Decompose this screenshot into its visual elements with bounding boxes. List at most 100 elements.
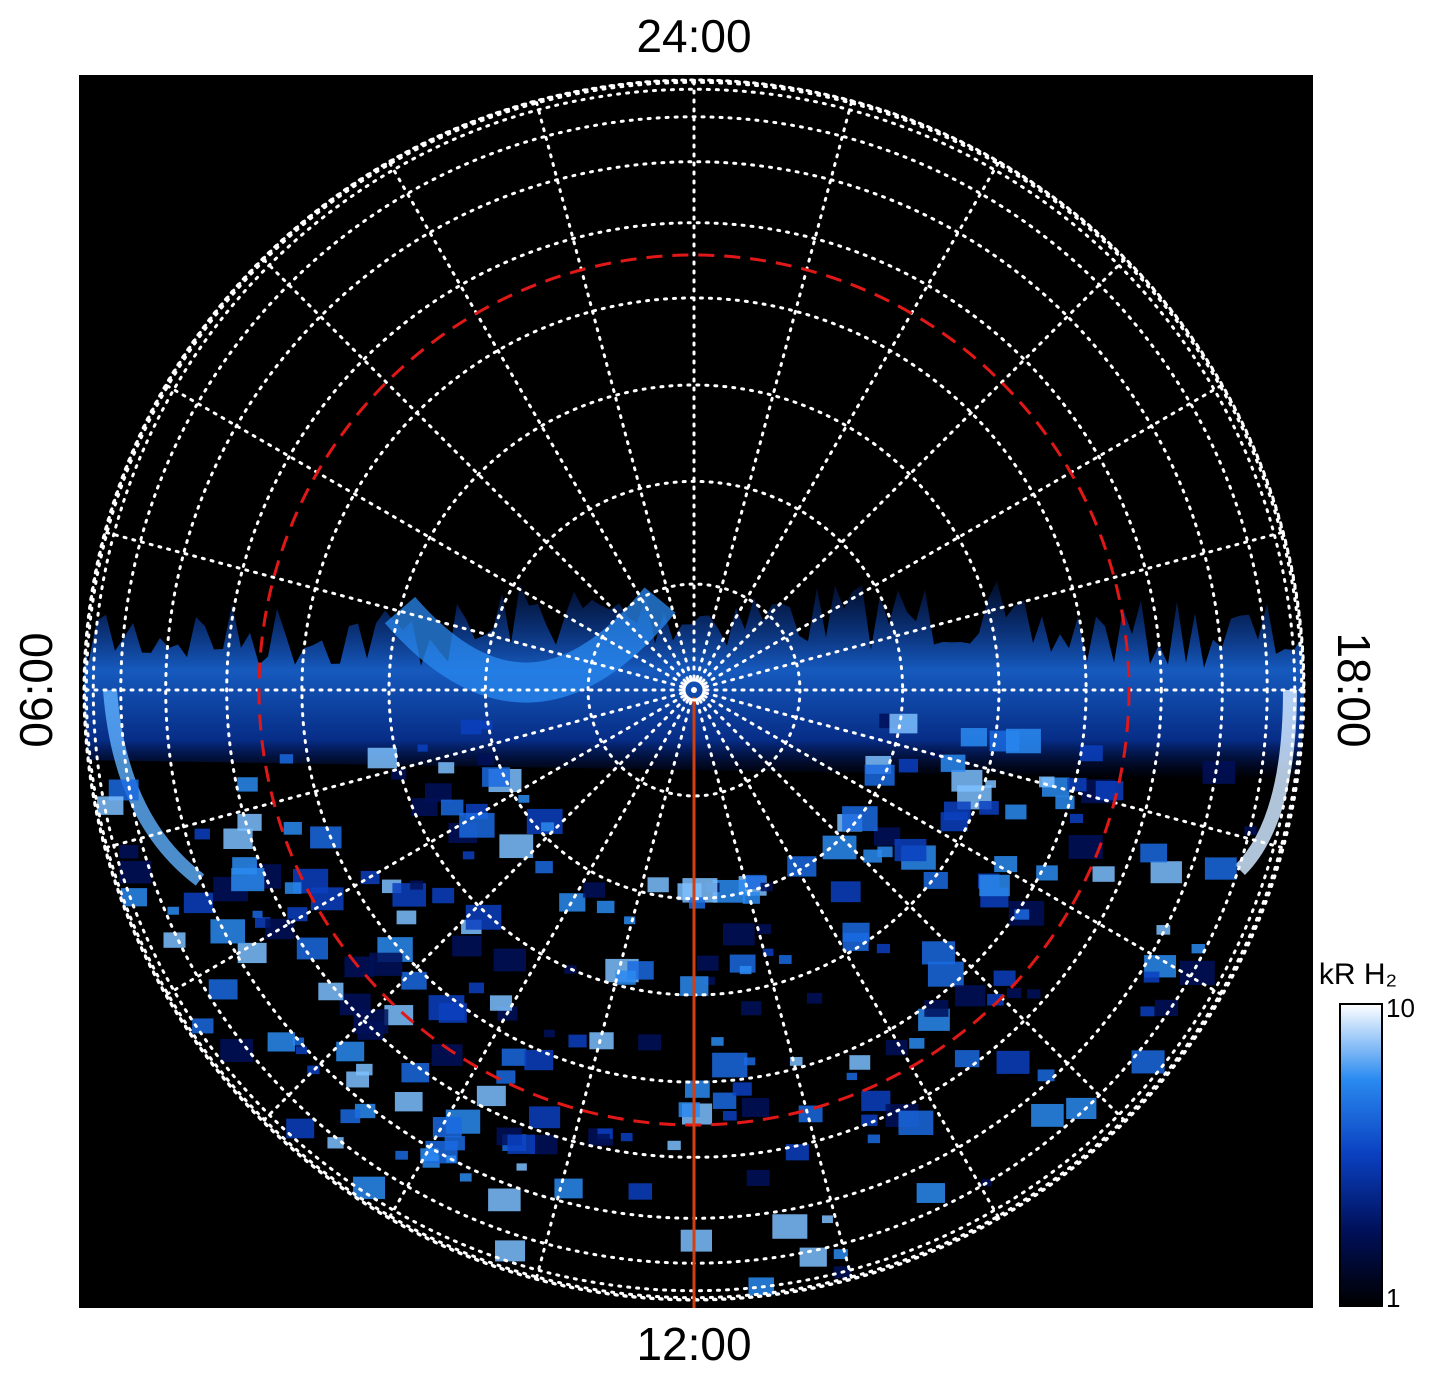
emission-patch xyxy=(438,762,455,774)
emission-patch xyxy=(688,897,706,909)
meridian-line xyxy=(261,696,688,1123)
emission-patch xyxy=(960,728,987,747)
pole-dot xyxy=(691,687,697,693)
emission-patch xyxy=(529,1134,558,1155)
emission-patch xyxy=(909,1038,925,1049)
emission-patch xyxy=(979,801,999,815)
emission-patch xyxy=(1031,1103,1064,1127)
emission-patch xyxy=(1068,835,1103,859)
meridian-line xyxy=(695,700,854,1281)
emission-patch xyxy=(739,965,752,975)
emission-patch xyxy=(987,993,1004,1006)
emission-patch xyxy=(894,838,927,862)
emission-patch xyxy=(680,1229,713,1252)
emission-patch xyxy=(1080,745,1103,762)
emission-patch xyxy=(842,932,869,951)
emission-patch xyxy=(346,1071,370,1088)
emission-patch xyxy=(96,796,124,815)
emission-patch xyxy=(923,871,948,889)
emission-patch xyxy=(541,822,555,832)
emission-patch xyxy=(119,860,152,884)
emission-patch xyxy=(1092,866,1115,882)
local-time-label: 06:00 xyxy=(10,632,62,747)
emission-patch xyxy=(1039,776,1055,788)
emission-patch xyxy=(583,882,605,898)
emission-patch xyxy=(391,769,407,780)
meridian-line xyxy=(534,99,693,680)
emission-patch xyxy=(210,919,246,944)
emission-patch xyxy=(336,1041,365,1062)
meridian-line xyxy=(704,530,1285,689)
emission-patch xyxy=(1005,728,1041,754)
emission-patch xyxy=(369,952,403,976)
emission-patch xyxy=(1202,761,1236,784)
emission-patch xyxy=(861,1114,878,1127)
meridian-line xyxy=(698,698,1001,1220)
emission-patch xyxy=(889,713,918,734)
emission-patch xyxy=(861,1090,891,1112)
emission-patch xyxy=(220,1038,253,1062)
emission-patch xyxy=(459,812,495,838)
emission-patch xyxy=(237,777,258,792)
emission-patch xyxy=(340,1109,361,1124)
emission-patch xyxy=(535,861,553,874)
emission-patch xyxy=(849,1055,871,1070)
emission-patch xyxy=(411,798,438,817)
emission-patch xyxy=(723,1110,737,1121)
emission-patch xyxy=(432,1117,462,1138)
emission-patch xyxy=(292,1037,305,1046)
emission-patch xyxy=(516,1163,527,1171)
meridian-line xyxy=(164,383,686,686)
emission-patch xyxy=(994,856,1018,873)
emission-patch xyxy=(743,1057,756,1066)
emission-patch xyxy=(940,754,966,772)
emission-patch xyxy=(183,892,213,914)
meridian-line xyxy=(702,383,1224,686)
emission-patch xyxy=(1204,857,1237,880)
emission-patch xyxy=(1036,865,1058,881)
local-time-label: 24:00 xyxy=(636,10,751,62)
emission-patch xyxy=(596,900,615,914)
emission-patch xyxy=(624,916,636,925)
meridian-line xyxy=(698,160,1001,682)
colorbar-tick-label: 1 xyxy=(1386,1283,1400,1313)
emission-patch xyxy=(898,758,919,773)
auroral-arc xyxy=(1234,689,1297,875)
emission-patch xyxy=(993,970,1016,986)
emission-patch xyxy=(1037,1069,1055,1082)
latitude-circle xyxy=(225,221,1163,1159)
meridian-line xyxy=(387,698,690,1220)
emission-patch xyxy=(647,877,669,893)
emission-patch xyxy=(712,1092,737,1109)
emission-patch xyxy=(232,857,257,875)
colorbar-label: kR H₂ xyxy=(1319,958,1397,991)
emission-patch xyxy=(1067,777,1087,792)
emission-patch xyxy=(286,1118,315,1139)
emission-patch xyxy=(482,767,511,787)
emission-patch xyxy=(772,1214,808,1239)
emission-patch xyxy=(518,794,530,803)
emission-patch xyxy=(846,1072,858,1081)
emission-patch xyxy=(307,1065,320,1075)
emission-patch xyxy=(864,764,895,786)
emission-patch xyxy=(806,992,823,1004)
emission-patch xyxy=(955,985,986,1007)
emission-patch xyxy=(265,918,295,940)
emission-patch xyxy=(252,910,263,918)
emission-patch xyxy=(821,1215,833,1224)
emission-patch xyxy=(396,910,417,925)
emission-patch xyxy=(703,976,716,985)
emission-patch xyxy=(167,906,179,915)
emission-patch xyxy=(877,846,893,858)
emission-patch xyxy=(495,1240,526,1262)
emission-patch xyxy=(344,956,374,978)
emission-patch xyxy=(723,923,755,946)
emission-patch xyxy=(1069,813,1084,824)
emission-patch xyxy=(499,834,534,859)
emission-patch xyxy=(295,1046,307,1055)
emission-patch xyxy=(120,888,147,907)
emission-patch xyxy=(996,1050,1030,1074)
emission-patch xyxy=(898,1110,934,1135)
emission-patch xyxy=(1007,987,1022,999)
